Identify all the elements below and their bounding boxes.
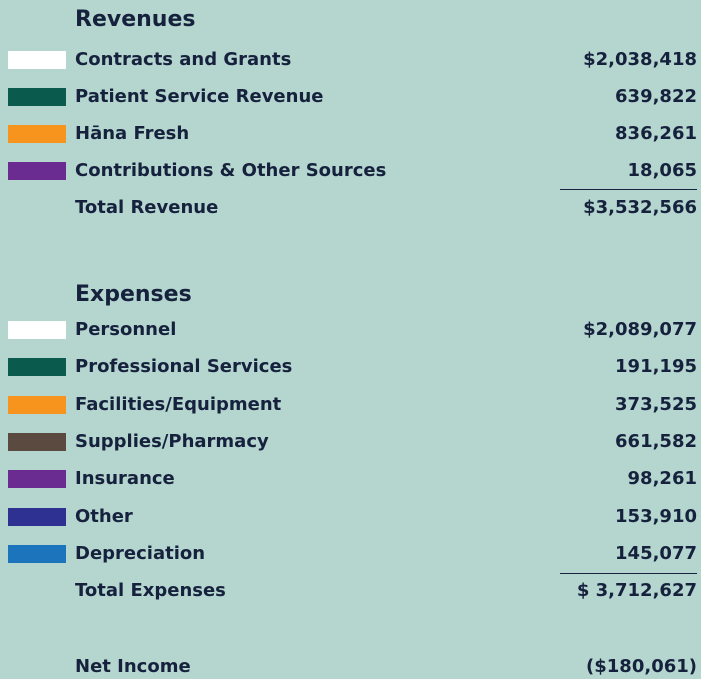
net-income-label: Net Income xyxy=(75,656,191,677)
row-value: 98,261 xyxy=(627,468,697,490)
row-label: Contracts and Grants xyxy=(75,49,292,70)
color-swatch xyxy=(8,544,66,563)
row-label: Professional Services xyxy=(75,356,293,378)
row-label: Facilities/Equipment xyxy=(75,393,282,415)
color-swatch xyxy=(8,358,66,377)
row-label: Contributions & Other Sources xyxy=(75,160,387,181)
row-label: Insurance xyxy=(75,468,175,490)
row-value: 153,910 xyxy=(615,505,697,527)
color-swatch xyxy=(8,507,66,526)
color-swatch xyxy=(8,321,66,339)
color-swatch xyxy=(8,162,66,180)
row-value: $2,038,418 xyxy=(583,49,697,70)
row-value: $2,089,077 xyxy=(583,319,697,340)
row-value: 661,582 xyxy=(615,430,697,452)
row-label: Personnel xyxy=(75,319,177,340)
row-label: Patient Service Revenue xyxy=(75,86,324,107)
row-label: Hāna Fresh xyxy=(75,123,190,144)
color-swatch xyxy=(8,51,66,69)
total-rule xyxy=(560,573,697,574)
section-title: Expenses xyxy=(75,282,192,307)
color-swatch xyxy=(8,125,66,143)
total-label: Total Revenue xyxy=(75,197,219,218)
row-value: 145,077 xyxy=(615,542,697,564)
color-swatch xyxy=(8,432,66,451)
row-value: 18,065 xyxy=(627,160,697,181)
color-swatch xyxy=(8,470,66,489)
total-rule xyxy=(560,189,697,190)
row-label: Depreciation xyxy=(75,542,206,564)
row-value: 373,525 xyxy=(615,393,697,415)
total-value: $3,532,566 xyxy=(583,197,697,218)
color-swatch xyxy=(8,88,66,106)
color-swatch xyxy=(8,395,66,414)
row-value: 191,195 xyxy=(615,356,697,378)
total-value: $ 3,712,627 xyxy=(576,580,697,601)
row-label: Other xyxy=(75,505,133,527)
total-label: Total Expenses xyxy=(75,580,226,601)
section-title: Revenues xyxy=(75,7,196,32)
row-label: Supplies/Pharmacy xyxy=(75,430,269,452)
row-value: 639,822 xyxy=(615,86,697,107)
net-income-value: ($180,061) xyxy=(586,656,697,677)
row-value: 836,261 xyxy=(615,123,697,144)
